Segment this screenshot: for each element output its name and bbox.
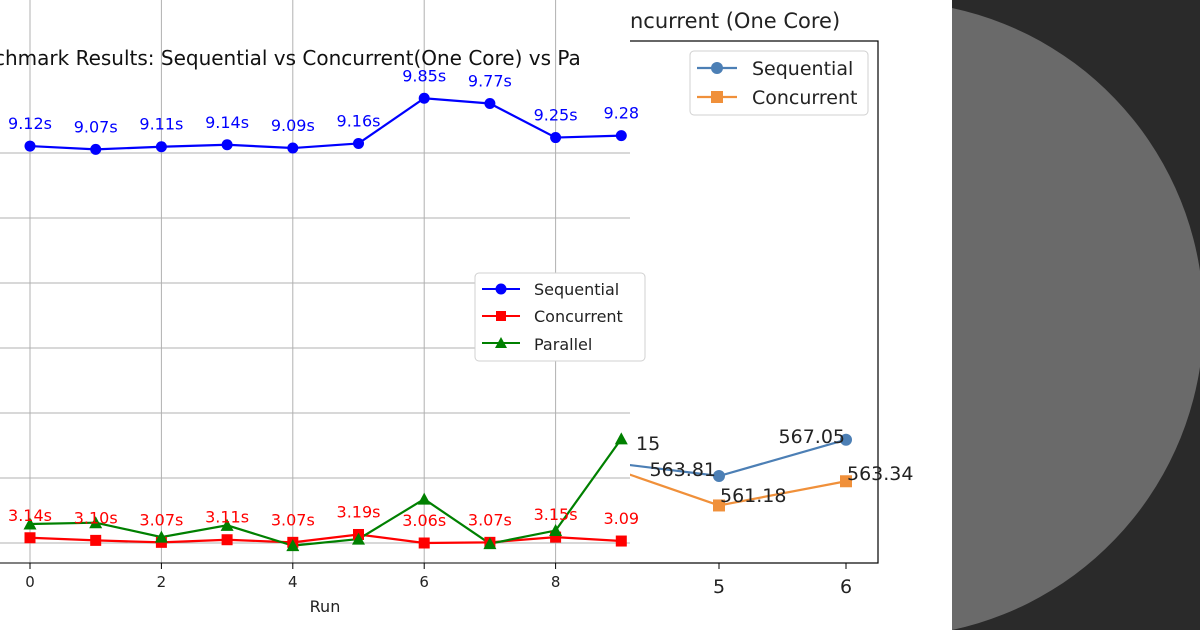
right-legend-concurrent-marker — [711, 91, 723, 103]
right-point-sequential — [840, 433, 852, 446]
left-point-parallel — [352, 532, 365, 545]
left-point-parallel — [417, 492, 431, 505]
left-point-parallel — [286, 539, 300, 552]
left-xtick-label: 8 — [551, 573, 561, 591]
right-point-concurrent — [713, 499, 725, 512]
left-point-parallel — [154, 530, 168, 543]
left-line-concurrent — [29, 533, 622, 545]
left-data-label-concurrent: 3.09 — [603, 509, 639, 528]
left-chart: 0 2 4 6 8 Run chmark Results: Sequential vs … — [0, 0, 646, 616]
dark-side-panel — [952, 0, 1200, 630]
left-point-sequential — [90, 143, 102, 155]
left-data-label-concurrent: 3.19s — [337, 502, 381, 521]
left-data-label-sequential: 9.85s — [402, 66, 446, 85]
left-point-concurrent — [221, 534, 233, 546]
left-point-parallel — [220, 518, 234, 531]
left-line-parallel — [29, 438, 623, 547]
left-data-label-sequential: 9.09s — [271, 116, 315, 135]
left-line-sequential — [29, 97, 622, 151]
left-point-sequential — [155, 141, 167, 153]
left-data-label-sequential: 9.11s — [139, 115, 183, 134]
left-point-sequential — [221, 139, 233, 151]
left-data-label-concurrent: 3.06s — [402, 511, 446, 530]
right-data-label-sequential: 567.05 — [779, 426, 845, 448]
right-legend-sequential-label: Sequential — [752, 58, 853, 80]
left-point-sequential — [484, 97, 496, 109]
left-chart-legend: Sequential Concurrent Parallel — [474, 272, 646, 362]
left-point-sequential — [353, 137, 364, 149]
left-data-label-sequential: 9.25s — [534, 106, 578, 125]
left-point-sequential — [615, 130, 627, 142]
left-data-label-concurrent: 3.07s — [139, 510, 183, 529]
left-data-label-sequential: 9.14s — [205, 113, 249, 132]
left-point-parallel — [483, 537, 497, 550]
left-data-label-concurrent: 3.07s — [271, 510, 315, 529]
left-xtick-label: 2 — [157, 573, 167, 591]
left-legend-concurrent-label: Concurrent — [534, 307, 623, 326]
left-point-parallel — [89, 516, 103, 529]
left-legend-sequential-marker — [495, 283, 507, 295]
right-legend-concurrent-label: Concurrent — [752, 87, 857, 109]
left-xtick-label: 0 — [25, 573, 35, 591]
left-data-label-concurrent: 3.10s — [74, 508, 118, 527]
left-data-label-sequential: 9.07s — [74, 117, 118, 136]
left-point-concurrent — [418, 537, 430, 549]
left-legend-box — [474, 272, 646, 362]
left-legend-sequential-label: Sequential — [534, 280, 619, 299]
right-point-concurrent — [840, 475, 852, 488]
left-chart-xlabel: Run — [310, 597, 341, 616]
right-chart-markers — [713, 433, 852, 512]
right-xtick-label: 5 — [713, 576, 725, 598]
left-xtick-label: 4 — [288, 573, 298, 591]
right-data-label-sequential: 15 — [636, 433, 660, 455]
right-chart-legend: Sequential Concurrent — [689, 50, 869, 116]
left-point-parallel — [614, 432, 628, 445]
left-point-sequential — [418, 92, 430, 104]
left-legend-concurrent-marker — [496, 311, 506, 321]
left-chart-title: chmark Results: Sequential vs Concurrent… — [0, 46, 581, 70]
right-data-label-sequential: 563.81 — [650, 459, 716, 481]
left-data-label-concurrent: 3.15s — [534, 505, 578, 524]
left-data-label-sequential: 9.77s — [468, 71, 512, 90]
left-data-label-sequential: 9.28 — [603, 104, 639, 123]
left-data-label-concurrent: 3.07s — [468, 510, 512, 529]
left-data-label-sequential: 9.12s — [8, 114, 52, 133]
left-point-concurrent — [90, 534, 102, 546]
left-point-sequential — [287, 142, 299, 154]
left-chart-markers — [23, 92, 628, 552]
left-xtick-label: 6 — [419, 573, 429, 591]
left-point-sequential — [24, 140, 36, 152]
left-data-label-sequential: 9.16s — [337, 111, 381, 130]
left-legend-parallel-label: Parallel — [534, 335, 592, 354]
right-data-label-concurrent: 563.34 — [847, 463, 913, 485]
right-point-sequential — [713, 470, 725, 482]
right-chart-title: ncurrent (One Core) — [630, 9, 840, 33]
left-data-label-concurrent: 3.14s — [8, 506, 52, 525]
left-point-concurrent — [615, 535, 627, 547]
left-chart-series-lines — [29, 97, 623, 547]
right-xtick-label: 6 — [840, 576, 852, 598]
left-point-parallel — [549, 524, 563, 537]
left-chart-data-labels: 9.12s 9.07s 9.11s 9.14s 9.09s 9.16s 9.85s 9.77s… — [8, 66, 639, 530]
right-data-label-concurrent: 561.18 — [720, 485, 786, 507]
left-point-parallel — [23, 517, 37, 530]
right-legend-sequential-marker — [711, 62, 723, 74]
left-point-concurrent — [550, 531, 562, 543]
left-point-concurrent — [24, 532, 36, 544]
left-point-sequential — [550, 132, 562, 144]
left-chart-x-axis: 0 2 4 6 8 — [25, 563, 560, 591]
left-data-label-concurrent: 3.11s — [205, 508, 249, 527]
right-chart-data-labels: 15 563.81 567.05 561.18 563.34 — [636, 426, 913, 507]
decorative-circle-shape — [952, 8, 1200, 630]
left-legend-parallel-marker — [495, 337, 507, 348]
